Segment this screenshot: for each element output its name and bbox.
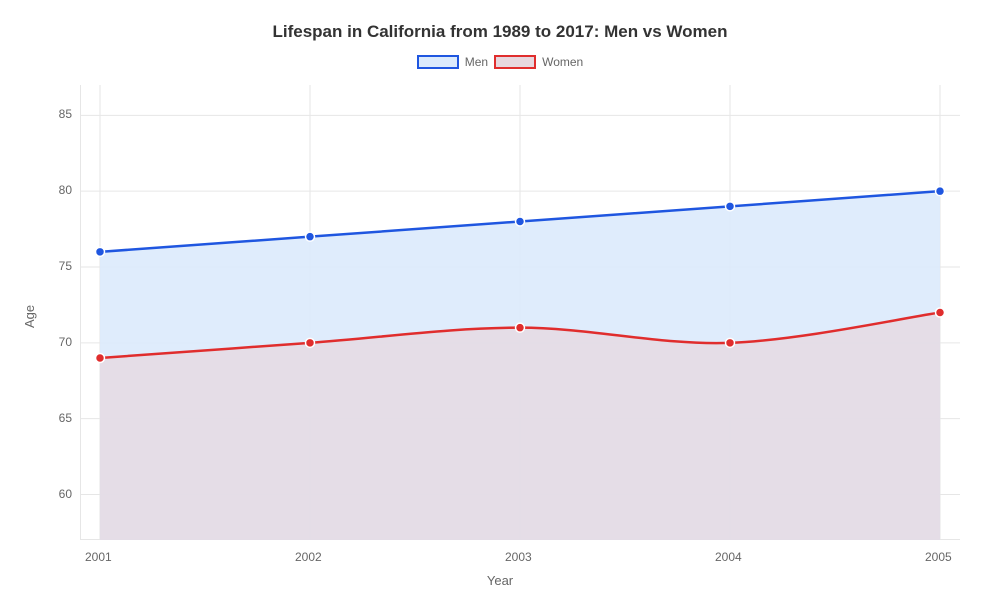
- x-tick-label: 2002: [295, 550, 322, 564]
- y-axis-label: Age: [22, 304, 37, 327]
- y-tick-label: 85: [59, 107, 72, 121]
- chart-container: Lifespan in California from 1989 to 2017…: [0, 0, 1000, 600]
- x-tick-label: 2005: [925, 550, 952, 564]
- x-tick-label: 2004: [715, 550, 742, 564]
- x-tick-label: 2001: [85, 550, 112, 564]
- y-tick-label: 70: [59, 335, 72, 349]
- y-tick-label: 65: [59, 411, 72, 425]
- y-tick-label: 60: [59, 487, 72, 501]
- y-tick-label: 75: [59, 259, 72, 273]
- legend-swatch-women: [494, 55, 536, 69]
- x-axis-label: Year: [0, 573, 1000, 588]
- legend-label-women: Women: [542, 55, 583, 69]
- y-tick-label: 80: [59, 183, 72, 197]
- chart-svg: [80, 85, 960, 540]
- legend-item-women[interactable]: Women: [494, 55, 583, 69]
- legend-label-men: Men: [465, 55, 488, 69]
- legend-swatch-men: [417, 55, 459, 69]
- legend-item-men[interactable]: Men: [417, 55, 488, 69]
- chart-title: Lifespan in California from 1989 to 2017…: [0, 22, 1000, 42]
- chart-legend: Men Women: [0, 55, 1000, 69]
- x-tick-label: 2003: [505, 550, 532, 564]
- chart-plot-area: [80, 85, 960, 540]
